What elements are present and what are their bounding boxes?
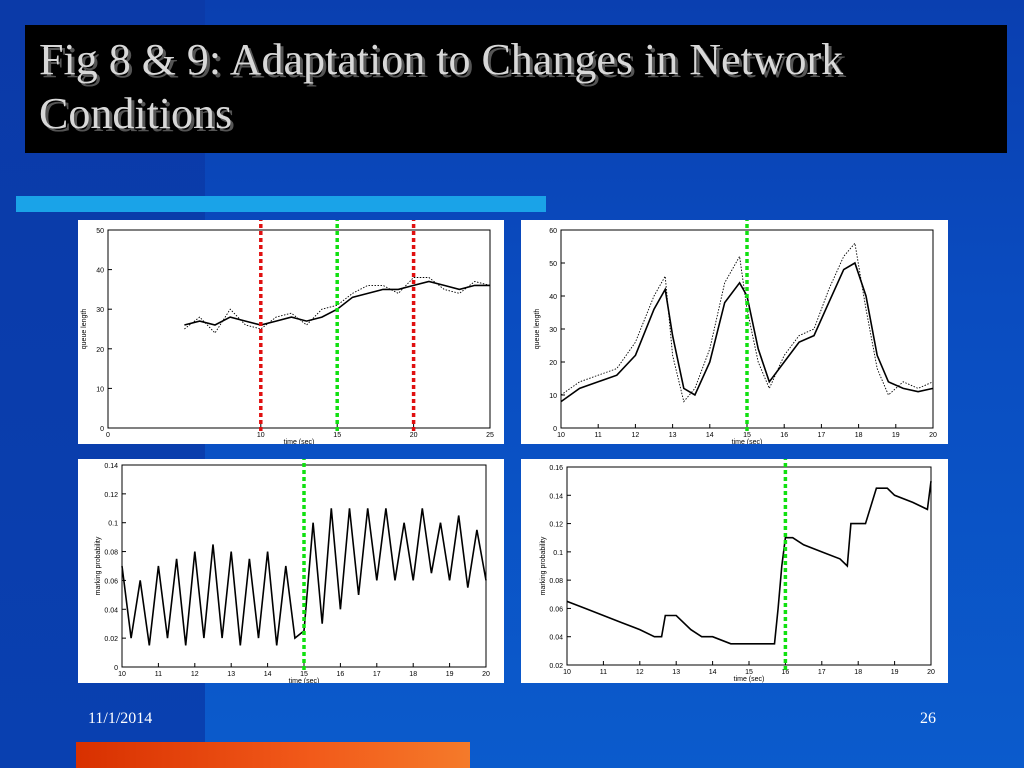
y-tick-label: 0.08 (104, 550, 118, 557)
queue-length-chart-left: 0 10 20 30 40 50 0 10 15 20 25 time (sec) queue leng… (81, 220, 494, 444)
y-tick-label: 40 (96, 268, 104, 275)
y-tick-label: 0.1 (108, 521, 118, 528)
y-tick-label: 30 (549, 327, 557, 334)
x-tick-label: 16 (337, 671, 345, 678)
x-tick-label: 19 (891, 669, 899, 676)
y-tick-label: 0.12 (549, 522, 563, 529)
y-tick-label: 10 (96, 386, 104, 393)
page-number: 26 (920, 710, 936, 727)
x-tick-label: 13 (227, 671, 235, 678)
x-tick-label: 15 (743, 432, 751, 439)
y-tick-label: 0 (553, 426, 557, 433)
y-tick-label: 0.1 (553, 550, 563, 557)
plot-frame (566, 466, 932, 666)
y-tick-label: 0.04 (549, 635, 563, 642)
y-tick-label: 10 (549, 393, 557, 400)
x-tick-label: 18 (409, 671, 417, 678)
y-tick-label: 60 (549, 228, 557, 235)
title-box: Fig 8 & 9: Adaptation to Changes in Netw… (25, 25, 1007, 153)
x-tick-label: 14 (264, 671, 272, 678)
x-tick-label: 20 (482, 671, 490, 678)
y-tick-label: 20 (549, 360, 557, 367)
y-tick-label: 0.14 (549, 493, 563, 500)
series-line-solid (121, 508, 487, 646)
x-axis-label: time (sec) (289, 678, 320, 683)
plot-frame (107, 229, 491, 429)
series-line-solid (560, 261, 934, 403)
y-tick-label: 0.12 (104, 492, 118, 499)
y-tick-label: 0.06 (104, 578, 118, 585)
slide-title: Fig 8 & 9: Adaptation to Changes in Netw… (39, 33, 993, 141)
x-tick-label: 12 (636, 669, 644, 676)
y-tick-label: 0.02 (104, 636, 118, 643)
y-tick-label: 0.16 (549, 465, 563, 472)
x-tick-label: 18 (854, 669, 862, 676)
x-tick-label: 10 (257, 432, 265, 439)
x-tick-label: 11 (595, 432, 602, 439)
y-tick-label: 0.08 (549, 578, 563, 585)
y-tick-label: 30 (96, 307, 104, 314)
y-tick-label: 0.06 (549, 606, 563, 613)
x-tick-label: 20 (929, 432, 937, 439)
series-line-dotted (560, 242, 934, 403)
x-tick-label: 11 (155, 671, 162, 678)
x-tick-label: 14 (706, 432, 714, 439)
marking-probability-chart-left: 0 0.02 0.04 0.06 0.08 0.1 0.12 0.14 10 11 12 13 14 15… (95, 459, 490, 683)
x-tick-label: 17 (818, 432, 826, 439)
x-axis-label: time (sec) (734, 676, 765, 683)
y-tick-label: 20 (96, 347, 104, 354)
x-tick-label: 15 (745, 669, 753, 676)
chart-panel-bottom-left: 0 0.02 0.04 0.06 0.08 0.1 0.12 0.14 10 11 12 13 14 15… (78, 459, 504, 683)
chart-panel-top-left: 0 10 20 30 40 50 0 10 15 20 25 time (sec) queue leng… (78, 220, 504, 444)
x-tick-label: 10 (563, 669, 571, 676)
x-tick-label: 12 (632, 432, 640, 439)
x-tick-label: 15 (300, 671, 308, 678)
x-tick-label: 25 (486, 432, 494, 439)
y-axis-label: queue length (81, 309, 88, 350)
x-tick-label: 13 (669, 432, 677, 439)
x-tick-label: 19 (446, 671, 454, 678)
footer-accent-bar (76, 742, 470, 768)
y-tick-label: 50 (96, 228, 104, 235)
x-axis-label: time (sec) (284, 439, 315, 444)
y-tick-label: 0 (114, 665, 118, 672)
x-tick-label: 16 (782, 669, 790, 676)
y-tick-label: 40 (549, 294, 557, 301)
chart-panel-bottom-right: 0.02 0.04 0.06 0.08 0.1 0.12 0.14 0.16 10 11 12 13 1… (521, 459, 948, 683)
chart-panel-top-right: 0 10 20 30 40 50 60 10 11 12 13 14 15 16 17 18 19 20 time … (521, 220, 948, 444)
series-line-solid (566, 480, 932, 645)
x-tick-label: 19 (892, 432, 900, 439)
slide-title-line1: Fig 8 & 9: Adaptation to Changes in Netw… (39, 35, 844, 84)
x-tick-label: 12 (191, 671, 199, 678)
x-tick-label: 20 (410, 432, 418, 439)
y-tick-label: 50 (549, 261, 557, 268)
slide-title-line2: Conditions (39, 89, 233, 138)
y-tick-label: 0.14 (104, 463, 118, 470)
series-line-dotted (184, 277, 491, 334)
x-tick-label: 17 (818, 669, 826, 676)
x-tick-label: 14 (709, 669, 717, 676)
x-tick-label: 16 (780, 432, 788, 439)
x-tick-label: 10 (118, 671, 126, 678)
x-tick-label: 18 (855, 432, 863, 439)
x-tick-label: 15 (333, 432, 341, 439)
x-tick-label: 10 (557, 432, 565, 439)
accent-bar (16, 196, 546, 212)
x-tick-label: 20 (927, 669, 935, 676)
y-tick-label: 0.04 (104, 607, 118, 614)
y-axis-label: marking probability (95, 536, 102, 595)
x-tick-label: 11 (600, 669, 607, 676)
x-axis-label: time (sec) (732, 439, 763, 444)
y-axis-label: marking probability (540, 536, 547, 595)
x-tick-label: 13 (672, 669, 680, 676)
y-axis-label: queue length (534, 309, 541, 350)
footer-date: 11/1/2014 (88, 710, 153, 727)
x-tick-label: 0 (106, 432, 110, 439)
marking-probability-chart-right: 0.02 0.04 0.06 0.08 0.1 0.12 0.14 0.16 10 11 12 13 1… (540, 459, 935, 683)
y-tick-label: 0.02 (549, 663, 563, 670)
y-tick-label: 0 (100, 426, 104, 433)
x-tick-label: 17 (373, 671, 381, 678)
